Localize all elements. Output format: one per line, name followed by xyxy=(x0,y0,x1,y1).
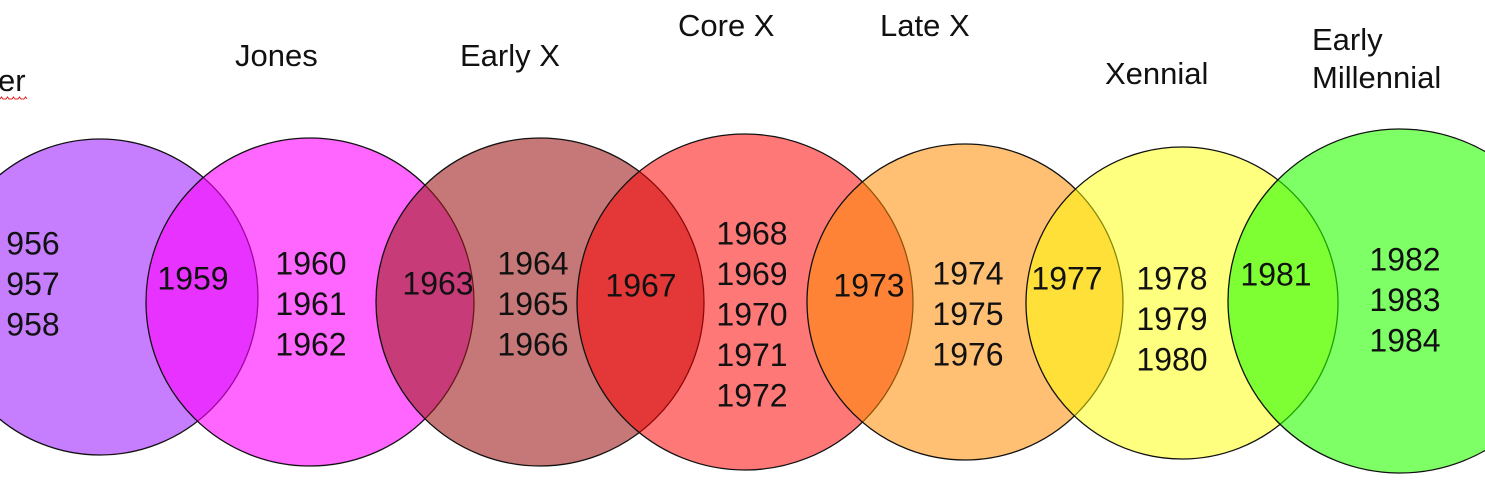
group-label: Early Millennial xyxy=(1312,22,1442,95)
year: 1969 xyxy=(716,256,787,292)
overlap-year: 1977 xyxy=(1031,260,1102,296)
overlap-year: 1967 xyxy=(605,267,676,303)
year: 1964 xyxy=(497,245,568,281)
year: 1980 xyxy=(1136,341,1207,377)
spellcheck-underline xyxy=(0,96,28,100)
year: 958 xyxy=(6,306,59,342)
year: 1966 xyxy=(497,326,568,362)
year: 1976 xyxy=(932,336,1003,372)
year: 1982 xyxy=(1369,241,1440,277)
year: 1974 xyxy=(932,255,1003,291)
year: 1968 xyxy=(716,215,787,251)
year: 1983 xyxy=(1369,282,1440,318)
year: 1984 xyxy=(1369,322,1440,358)
group-label: Xennial xyxy=(1105,56,1209,91)
group-label: er xyxy=(0,63,26,98)
year: 956 xyxy=(6,225,59,261)
overlap-year: 1963 xyxy=(402,265,473,301)
group-circle xyxy=(1227,128,1485,474)
group-label: Core X xyxy=(678,8,775,43)
group-label: Jones xyxy=(235,38,318,73)
group-label: Early X xyxy=(460,38,560,73)
overlap-year: 1981 xyxy=(1240,256,1311,292)
overlap-year: 1973 xyxy=(833,267,904,303)
year: 1960 xyxy=(275,245,346,281)
year: 1965 xyxy=(497,286,568,322)
year: 1972 xyxy=(716,377,787,413)
year: 1961 xyxy=(275,286,346,322)
year: 957 xyxy=(6,266,59,302)
year: 1975 xyxy=(932,296,1003,332)
year: 1970 xyxy=(716,296,787,332)
year: 1979 xyxy=(1136,301,1207,337)
year: 1978 xyxy=(1136,260,1207,296)
year: 1962 xyxy=(275,326,346,362)
year: 1971 xyxy=(716,337,787,373)
group-label: Late X xyxy=(880,8,970,43)
overlap-year: 1959 xyxy=(157,260,228,296)
